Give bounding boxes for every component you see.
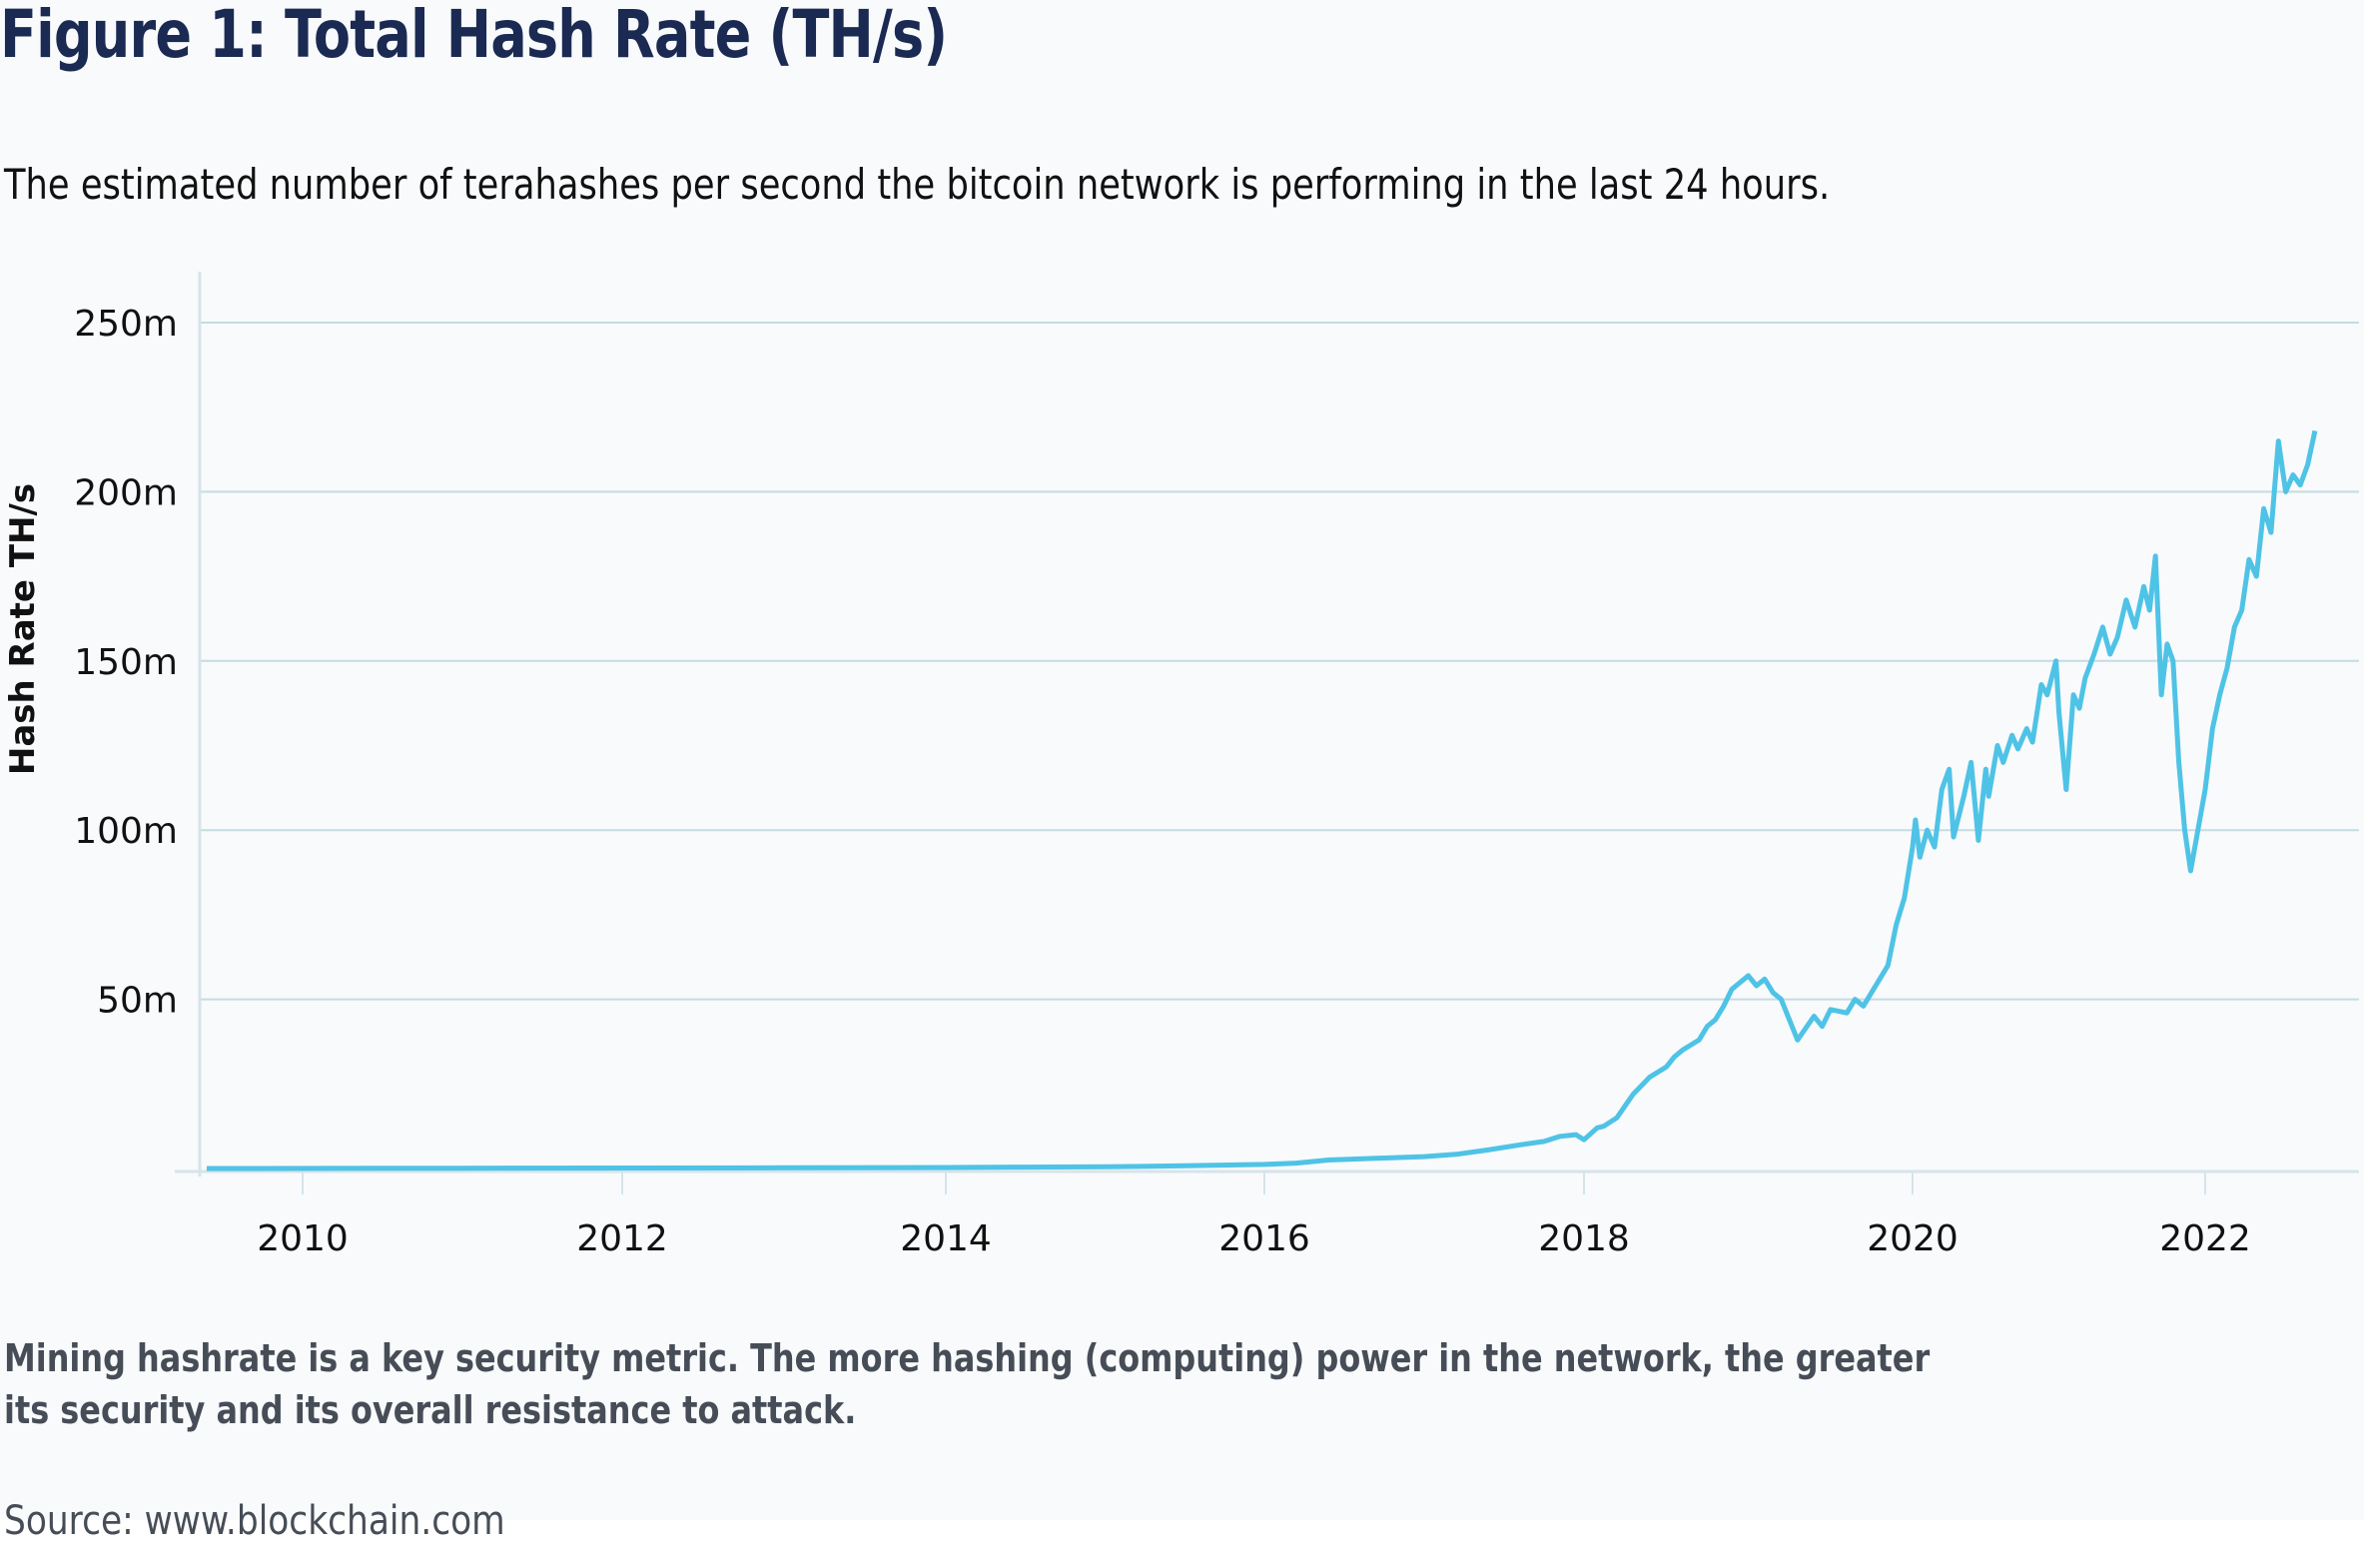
y-tick-label: 50m [97,981,178,1022]
x-tick-label: 2012 [576,1218,668,1259]
footnote-line-1: Mining hashrate is a key security metric… [4,1336,1931,1380]
x-tick-label: 2018 [1538,1218,1630,1259]
hash-rate-chart: 50m 100m 150m 200m 250m 2010 2012 2014 2016 2018… [3,272,2359,1259]
y-tick-label: 100m [74,811,178,852]
y-tick-label: 150m [74,642,178,683]
figure-subtitle: The estimated number of terahashes per s… [4,160,1831,209]
figure-panel [0,0,2364,1520]
x-tick-label: 2016 [1218,1218,1310,1259]
footnote-line-2: its security and its overall resistance … [4,1388,857,1432]
figure-title: Figure 1: Total Hash Rate (TH/s) [0,0,948,73]
axes [175,272,2359,1194]
footnote: Mining hashrate is a key security metric… [4,1332,1930,1436]
x-tick-labels: 2010 2012 2014 2016 2018 2020 2022 [257,1218,2251,1259]
grid-lines [200,322,2359,1001]
y-axis-label: Hash Rate TH/s [3,483,43,775]
source-credit: Source: www.blockchain.com [4,1498,505,1544]
x-tick-label: 2022 [2159,1218,2251,1259]
x-tick-label: 2014 [900,1218,992,1259]
x-tick-label: 2020 [1867,1218,1959,1259]
y-tick-label: 250m [74,304,178,345]
series-line-hash-rate [206,429,2318,1172]
y-tick-labels: 50m 100m 150m 200m 250m [74,304,178,1022]
x-tick-label: 2010 [257,1218,349,1259]
y-tick-label: 200m [74,472,178,513]
